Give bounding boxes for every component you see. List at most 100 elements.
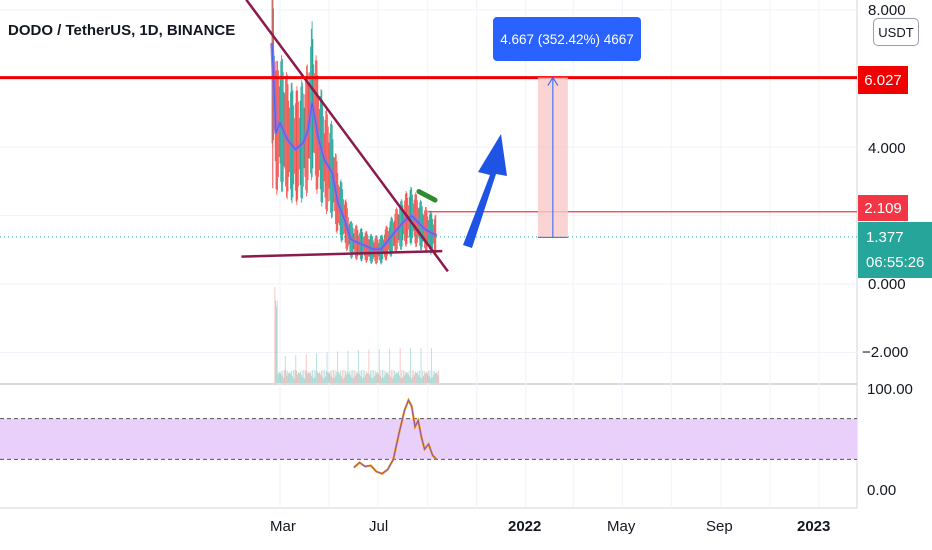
volume-bar <box>345 370 346 383</box>
time-tick-2022: 2022 <box>508 518 542 535</box>
volume-bar <box>409 376 411 383</box>
volume-bar <box>357 372 358 383</box>
volume-bar <box>365 375 366 383</box>
volume-bar <box>324 370 326 383</box>
volume-bar <box>334 370 336 383</box>
volume-bar <box>306 370 308 383</box>
volume-bar <box>353 370 355 383</box>
volume-bar <box>386 372 388 383</box>
volume-bar <box>277 374 279 383</box>
volume-bar <box>284 356 286 383</box>
volume-bar <box>394 374 396 383</box>
rsi-band <box>0 418 857 460</box>
volume-bar <box>318 372 320 383</box>
volume-bar <box>339 374 341 383</box>
volume-bar <box>406 372 407 383</box>
volume-bar <box>317 373 319 383</box>
volume-bar <box>435 373 437 383</box>
volume-bar <box>347 350 349 383</box>
measurement-label: 4.667 (352.42%) 4667 <box>493 17 641 61</box>
volume-bar <box>322 370 324 383</box>
moving-average-inner-line <box>271 43 437 250</box>
volume-bar <box>398 375 400 383</box>
volume-bar <box>326 352 328 383</box>
time-tick-jul: Jul <box>369 518 389 535</box>
volume-bar <box>427 374 428 383</box>
volume-bar <box>309 373 311 383</box>
volume-bar <box>354 375 356 383</box>
volume-bar <box>394 370 395 383</box>
volume-bar <box>374 376 375 383</box>
volume-bar <box>392 370 394 383</box>
currency-button[interactable]: USDT <box>873 18 919 46</box>
volume-bar <box>289 372 291 383</box>
descending-trendline[interactable] <box>245 0 449 273</box>
volume-bar <box>427 370 429 383</box>
volume-bar <box>295 355 297 383</box>
volume-bar <box>412 376 414 383</box>
volume-bar <box>385 371 387 383</box>
volume-bar <box>423 371 425 383</box>
volume-bar <box>296 370 297 383</box>
volume-bar <box>389 348 391 383</box>
volume-bar <box>278 371 280 383</box>
green-marker-stroke <box>416 189 438 203</box>
volume-bar <box>378 373 379 383</box>
volume-bar <box>423 376 424 383</box>
volume-bar <box>313 370 315 383</box>
volume-bar <box>305 354 307 383</box>
volume-bar <box>338 371 340 383</box>
support-trendline[interactable] <box>241 249 443 258</box>
volume-bar <box>376 372 378 383</box>
volume-bar <box>329 373 330 383</box>
volume-bar <box>414 374 415 383</box>
volume-bar <box>426 372 428 383</box>
time-tick-sep: Sep <box>706 518 733 535</box>
volume-bar <box>437 374 439 383</box>
volume-bar <box>312 370 313 383</box>
volume-bar <box>282 370 284 383</box>
volume-bar <box>416 373 418 383</box>
volume-bar <box>421 378 423 383</box>
current-price: 1.377 <box>866 229 904 246</box>
volume-bar <box>432 370 434 383</box>
volume-bar <box>285 370 287 383</box>
resistance-price-tag: 6.027 <box>858 66 908 94</box>
volume-bar <box>276 306 277 383</box>
volume-bar <box>384 375 386 383</box>
volume-bar <box>369 375 371 383</box>
volume-bar <box>316 353 317 383</box>
volume-bar <box>327 372 329 383</box>
volume-bar <box>351 377 353 383</box>
volume-bar <box>400 377 402 383</box>
volume-bar <box>380 370 382 383</box>
volume-bar <box>404 371 406 383</box>
volume-bar <box>406 372 408 383</box>
volume-bar <box>298 373 300 383</box>
target-arrow <box>463 134 507 248</box>
volume-bar <box>301 370 303 383</box>
volume-bar <box>323 378 325 383</box>
volume-bar <box>300 375 302 383</box>
volume-bar <box>274 287 276 383</box>
volume-bar <box>407 374 409 383</box>
volume-bar <box>314 377 316 383</box>
volume-bar <box>293 378 295 383</box>
volume-bar <box>315 370 317 383</box>
volume-bar <box>341 376 342 383</box>
volume-bar <box>325 376 326 383</box>
volume-bar <box>358 374 360 383</box>
volume-bar <box>359 370 361 383</box>
volume-bar <box>349 375 351 383</box>
volume-bar <box>342 378 344 383</box>
volume-bar <box>283 377 285 383</box>
volume-bar <box>288 373 289 383</box>
volume-bar <box>296 374 298 383</box>
volume-bar <box>311 376 313 383</box>
volume-bar <box>418 375 420 383</box>
volume-bar <box>281 375 283 383</box>
volume-bar <box>379 375 381 383</box>
symbol-title[interactable]: DODO / TetherUS, 1D, BINANCE <box>8 22 236 39</box>
volume-bar <box>349 371 350 383</box>
